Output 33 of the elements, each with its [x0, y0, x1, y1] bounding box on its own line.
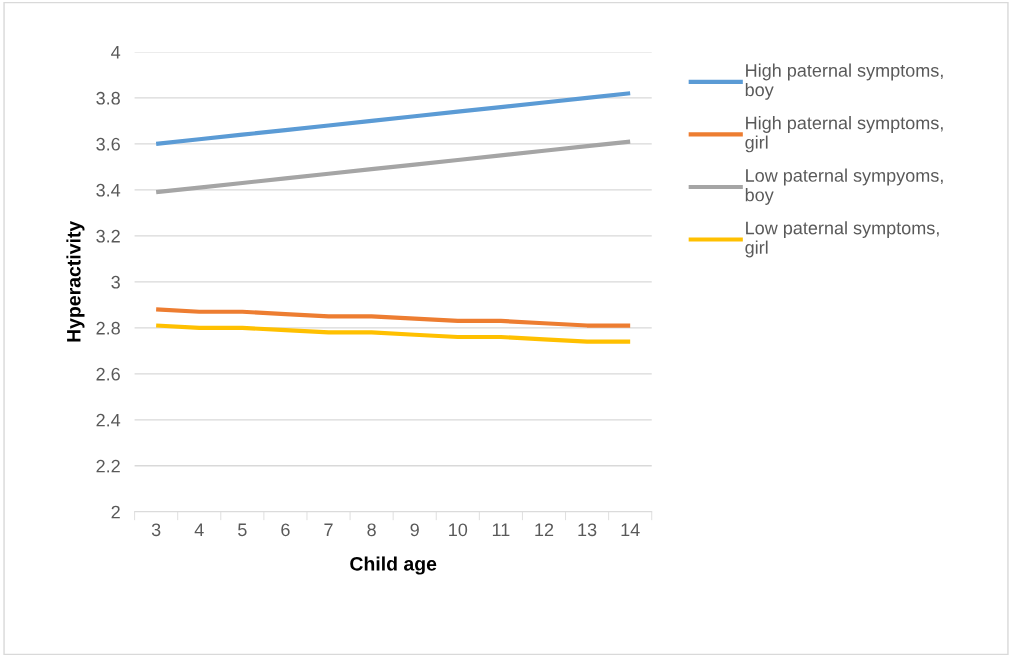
line-series: [154, 307, 633, 328]
x-tick-label: 9: [410, 523, 419, 537]
y-tick-label: 3.6: [96, 137, 120, 151]
line-series: [154, 323, 633, 344]
y-tick-label: 3.2: [96, 229, 120, 243]
x-tick-label: 3: [151, 523, 161, 537]
x-tick-label: 14: [621, 523, 640, 536]
y-tick-label: 2.8: [96, 321, 120, 335]
x-tick-label: 5: [238, 523, 247, 537]
x-tick-label: 11: [492, 523, 510, 536]
y-tick-label: 3: [111, 275, 120, 289]
legend-label: Low paternal sympyoms, boy: [745, 168, 943, 205]
line-series: [154, 139, 633, 195]
y-tick-label: 4: [111, 46, 121, 59]
legend-label: Low paternal symptoms, girl: [745, 221, 939, 258]
x-tick-label: 6: [281, 523, 290, 537]
y-tick-label: 2.2: [96, 459, 120, 473]
x-tick-label: 7: [324, 523, 333, 536]
y-tick-label: 3.8: [96, 91, 120, 105]
line-series: [154, 91, 633, 146]
x-tick-label: 8: [367, 523, 376, 537]
y-tick-label: 2.6: [96, 367, 120, 381]
x-axis-title: Child age: [350, 556, 437, 575]
x-tick-label: 13: [578, 523, 597, 537]
legend-label: High paternal symptoms, girl: [745, 116, 943, 153]
x-tick-label: 10: [449, 523, 468, 537]
y-tick-label: 3.4: [96, 183, 121, 197]
y-tick-label: 2: [111, 505, 120, 519]
x-tick-label: 12: [535, 523, 554, 536]
y-axis-title: Hyperactivity: [66, 220, 85, 342]
y-tick-label: 2.4: [96, 413, 121, 427]
x-tick-label: 4: [194, 523, 204, 536]
legend-label: High paternal symptoms, boy: [745, 63, 943, 100]
